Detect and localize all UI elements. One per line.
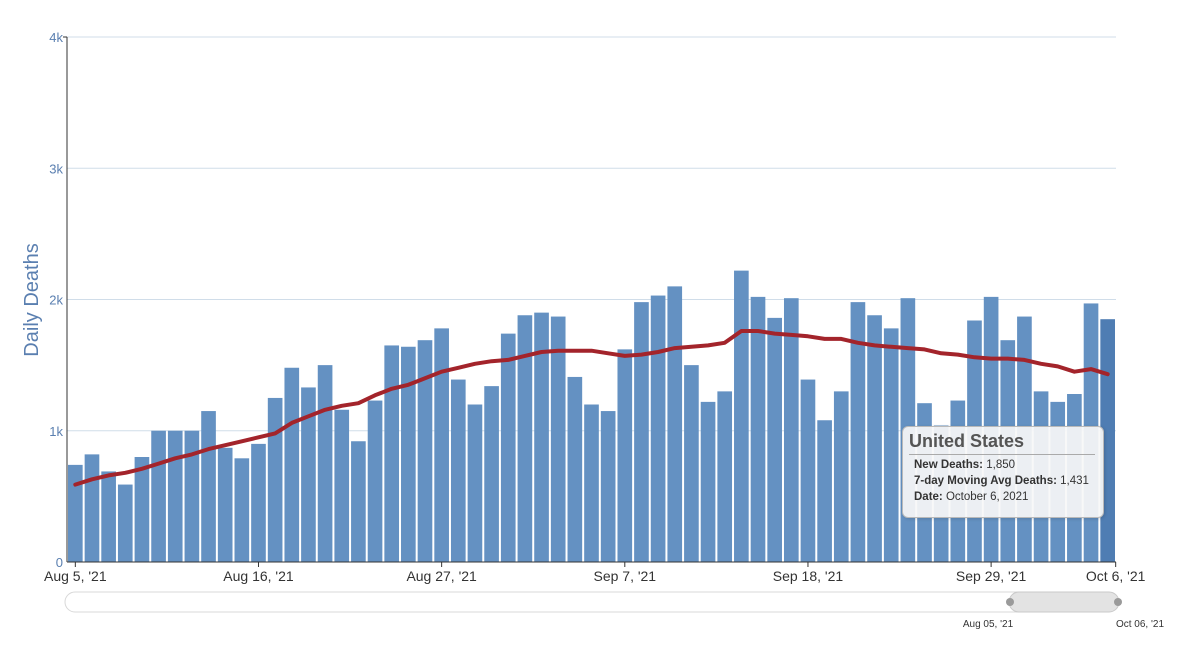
bar[interactable] bbox=[1100, 319, 1115, 562]
x-tick-label: Sep 7, '21 bbox=[593, 568, 656, 584]
navigator-end-label: Oct 06, '21 bbox=[1116, 619, 1164, 630]
navigator-left-handle[interactable] bbox=[1006, 598, 1014, 606]
bar[interactable] bbox=[334, 409, 350, 562]
tooltip-date-value: October 6, 2021 bbox=[945, 491, 1029, 503]
x-tick-label: Aug 5, '21 bbox=[44, 568, 107, 584]
bar[interactable] bbox=[84, 454, 100, 562]
navigator-start-label: Aug 05, '21 bbox=[963, 619, 1014, 630]
bar[interactable] bbox=[367, 400, 383, 562]
y-axis-label: Daily Deaths bbox=[21, 243, 43, 356]
bar[interactable] bbox=[384, 345, 400, 562]
tooltip-avg-value: 1,431 bbox=[1060, 475, 1089, 487]
range-navigator[interactable]: Aug 05, '21 Oct 06, '21 bbox=[64, 591, 1164, 630]
bar[interactable] bbox=[467, 404, 483, 563]
bar[interactable] bbox=[850, 302, 866, 562]
bar[interactable] bbox=[134, 457, 150, 562]
bar[interactable] bbox=[634, 302, 649, 562]
bar[interactable] bbox=[284, 367, 300, 562]
tooltip-avg-deaths: 7-day Moving Avg Deaths: 1,431 bbox=[914, 475, 1103, 487]
tooltip: United States New Deaths: 1,850 7-day Mo… bbox=[902, 426, 1104, 518]
tooltip-date: Date: October 6, 2021 bbox=[914, 491, 1103, 503]
navigator-selection[interactable] bbox=[1008, 591, 1120, 613]
bar[interactable] bbox=[301, 387, 316, 562]
bar[interactable] bbox=[734, 270, 749, 562]
y-tick-label: 3k bbox=[49, 161, 63, 176]
bar[interactable] bbox=[800, 379, 816, 562]
gridlines bbox=[67, 36, 1116, 432]
x-tick-label: Oct 6, '21 bbox=[1086, 568, 1146, 584]
x-tick-label: Aug 16, '21 bbox=[223, 568, 294, 584]
bar[interactable] bbox=[684, 365, 699, 562]
bar[interactable] bbox=[317, 365, 333, 562]
bar[interactable] bbox=[517, 315, 533, 562]
navigator-right-handle[interactable] bbox=[1114, 598, 1122, 606]
bar[interactable] bbox=[351, 441, 366, 562]
bar[interactable] bbox=[267, 397, 283, 562]
bar[interactable] bbox=[767, 317, 782, 562]
bar[interactable] bbox=[750, 296, 766, 562]
bar[interactable] bbox=[151, 430, 166, 562]
bar[interactable] bbox=[417, 340, 433, 562]
y-tick-label: 0 bbox=[56, 555, 63, 570]
moving-average-line[interactable] bbox=[73, 329, 1110, 487]
y-tick-label: 4k bbox=[49, 30, 63, 45]
bar[interactable] bbox=[833, 391, 849, 562]
bar[interactable] bbox=[700, 401, 716, 562]
bar[interactable] bbox=[783, 298, 799, 562]
bar[interactable] bbox=[550, 316, 566, 562]
x-tick-label: Sep 18, '21 bbox=[773, 568, 844, 584]
y-tick-label: 2k bbox=[49, 293, 63, 308]
bar[interactable] bbox=[817, 420, 832, 562]
tooltip-title: United States bbox=[909, 431, 1095, 455]
x-tick-label: Aug 27, '21 bbox=[406, 568, 477, 584]
tooltip-new-deaths-value: 1,850 bbox=[986, 459, 1016, 471]
bar[interactable] bbox=[68, 464, 83, 562]
bar[interactable] bbox=[600, 411, 616, 562]
x-tick-label: Sep 29, '21 bbox=[956, 568, 1027, 584]
bar[interactable] bbox=[251, 443, 266, 562]
bar[interactable] bbox=[867, 315, 882, 562]
bar[interactable] bbox=[117, 484, 133, 562]
bar[interactable] bbox=[650, 295, 666, 562]
bar[interactable] bbox=[184, 430, 200, 562]
tooltip-date-label: Date: bbox=[914, 491, 943, 503]
moving-average-series[interactable] bbox=[73, 329, 1110, 487]
bar[interactable] bbox=[667, 286, 683, 562]
tooltip-new-deaths-label: New Deaths: bbox=[914, 459, 984, 471]
bar[interactable] bbox=[101, 471, 116, 562]
bar[interactable] bbox=[234, 458, 250, 562]
bar[interactable] bbox=[500, 333, 516, 562]
tooltip-avg-label: 7-day Moving Avg Deaths: bbox=[914, 475, 1057, 487]
bar[interactable] bbox=[401, 346, 416, 562]
bar[interactable] bbox=[434, 328, 449, 562]
bar-series[interactable] bbox=[68, 270, 1115, 563]
bar[interactable] bbox=[617, 349, 633, 562]
bar[interactable] bbox=[717, 391, 733, 562]
tooltip-new-deaths: New Deaths: 1,850 bbox=[914, 459, 1103, 471]
bar[interactable] bbox=[167, 430, 183, 562]
bar[interactable] bbox=[484, 386, 499, 562]
navigator-track[interactable] bbox=[64, 591, 1118, 613]
bar[interactable] bbox=[584, 404, 599, 563]
bar[interactable] bbox=[217, 447, 233, 562]
bar[interactable] bbox=[201, 411, 216, 562]
bar[interactable] bbox=[567, 376, 583, 562]
axes: 0 1k 2k 3k 4k Aug 5, '21 Aug 16, '21 Aug 27, '2… bbox=[44, 30, 1146, 584]
bar[interactable] bbox=[534, 312, 549, 562]
bar[interactable] bbox=[450, 379, 466, 562]
bar[interactable] bbox=[883, 328, 899, 562]
y-tick-label: 1k bbox=[49, 424, 63, 439]
